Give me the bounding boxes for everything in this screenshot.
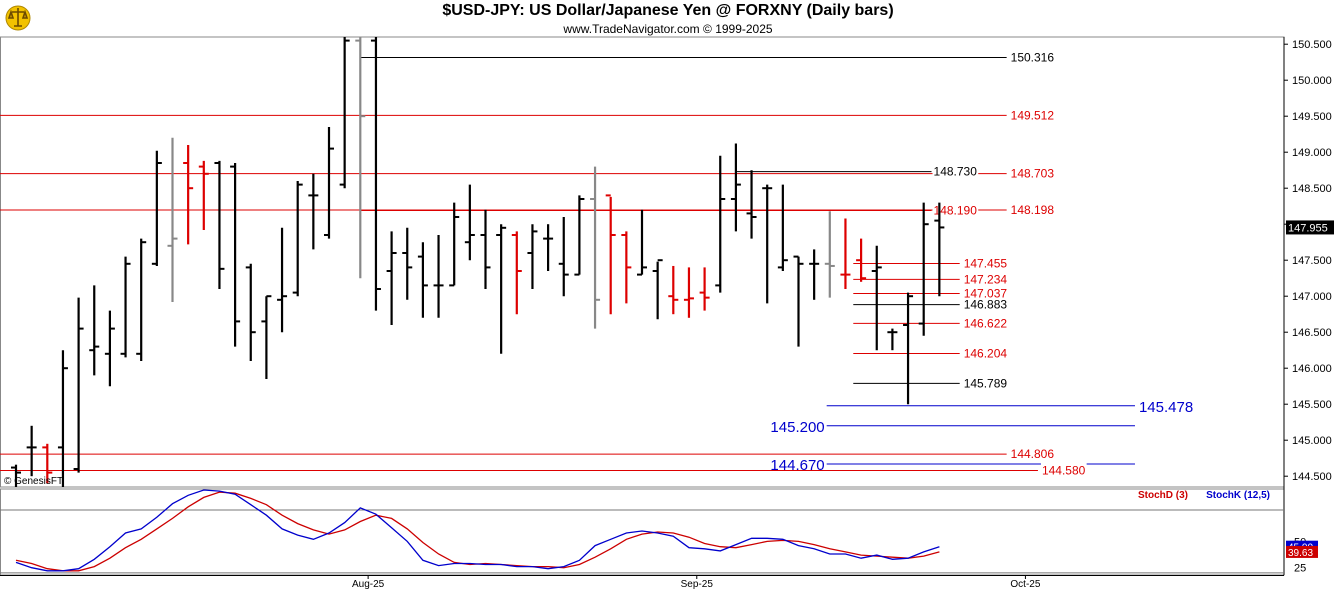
level-label: 146.204 (964, 347, 1008, 361)
chart-subtitle: www.TradeNavigator.com © 1999-2025 (563, 22, 773, 36)
stochd-value-label: 39.63 (1288, 548, 1313, 559)
level-label-bg (1009, 108, 1056, 123)
level-label-bg (932, 203, 979, 218)
level-label-bg (962, 272, 1009, 287)
y-tick-label: 149.000 (1292, 147, 1332, 159)
level-label-bg (1009, 202, 1056, 217)
y-tick-label: 145.000 (1292, 435, 1332, 447)
level-label: 148.190 (934, 204, 978, 218)
level-label: 148.198 (1011, 203, 1055, 217)
level-label-bg (962, 376, 1009, 391)
stochd-value-flag (1286, 545, 1318, 558)
level-label-bg (1009, 166, 1056, 181)
level-label: 150.316 (1011, 50, 1055, 64)
level-label: 146.622 (964, 316, 1008, 330)
level-label: 144.580 (1042, 463, 1086, 477)
level-label-bg (962, 316, 1009, 331)
level-label: 145.478 (1139, 399, 1193, 416)
chart-title: $USD-JPY: US Dollar/Japanese Yen @ FORXN… (442, 2, 894, 19)
level-label: 145.789 (964, 376, 1008, 390)
level-label-bg (962, 256, 1009, 271)
y-tick-label: 145.500 (1292, 399, 1332, 411)
level-label: 148.703 (1011, 167, 1055, 181)
oscillator-panel-frame (0, 488, 1285, 576)
last-price-label: 147.955 (1288, 222, 1328, 234)
level-label: 146.883 (964, 298, 1008, 312)
y-tick-label: 146.000 (1292, 363, 1332, 375)
stochk-line (15, 489, 940, 572)
y-tick-label: 144.500 (1292, 471, 1332, 483)
y-tick-label: 147.500 (1292, 255, 1332, 267)
level-label-bg (1040, 463, 1087, 478)
level-label-bg (1009, 447, 1056, 462)
y-tick-label: 146.500 (1292, 327, 1332, 339)
y-tick-label: 150.000 (1292, 75, 1332, 87)
level-label: 147.037 (964, 287, 1008, 301)
y-tick-label: 147.000 (1292, 291, 1332, 303)
y-tick-label: 148.500 (1292, 183, 1332, 195)
level-label: 145.200 (770, 419, 824, 436)
stochk-legend: StochK (12,5) (1206, 490, 1270, 501)
level-label-bg (932, 164, 979, 179)
x-tick-label: Oct-25 (1010, 579, 1040, 590)
stochd-line (15, 491, 940, 572)
oscillator-tick-label: 25 (1294, 563, 1306, 575)
level-label-bg (962, 297, 1009, 312)
level-label: 144.670 (770, 457, 824, 474)
level-label: 147.455 (964, 256, 1008, 270)
level-label-bg (962, 286, 1009, 301)
y-tick-label: 150.500 (1292, 39, 1332, 51)
trade-navigator-logo-icon (3, 2, 33, 32)
stochd-legend: StochD (3) (1138, 490, 1188, 501)
level-label: 148.730 (934, 165, 978, 179)
level-label: 147.234 (964, 272, 1008, 286)
level-label: 144.806 (1011, 447, 1055, 461)
level-label-bg (1009, 50, 1056, 65)
level-label: 149.512 (1011, 108, 1055, 122)
x-tick-label: Sep-25 (681, 579, 714, 590)
level-label-bg (962, 346, 1009, 361)
last-price-flag (1286, 220, 1334, 235)
x-tick-label: Aug-25 (352, 579, 385, 590)
y-tick-label: 149.500 (1292, 111, 1332, 123)
watermark-text: © GenesisFT (4, 476, 63, 487)
